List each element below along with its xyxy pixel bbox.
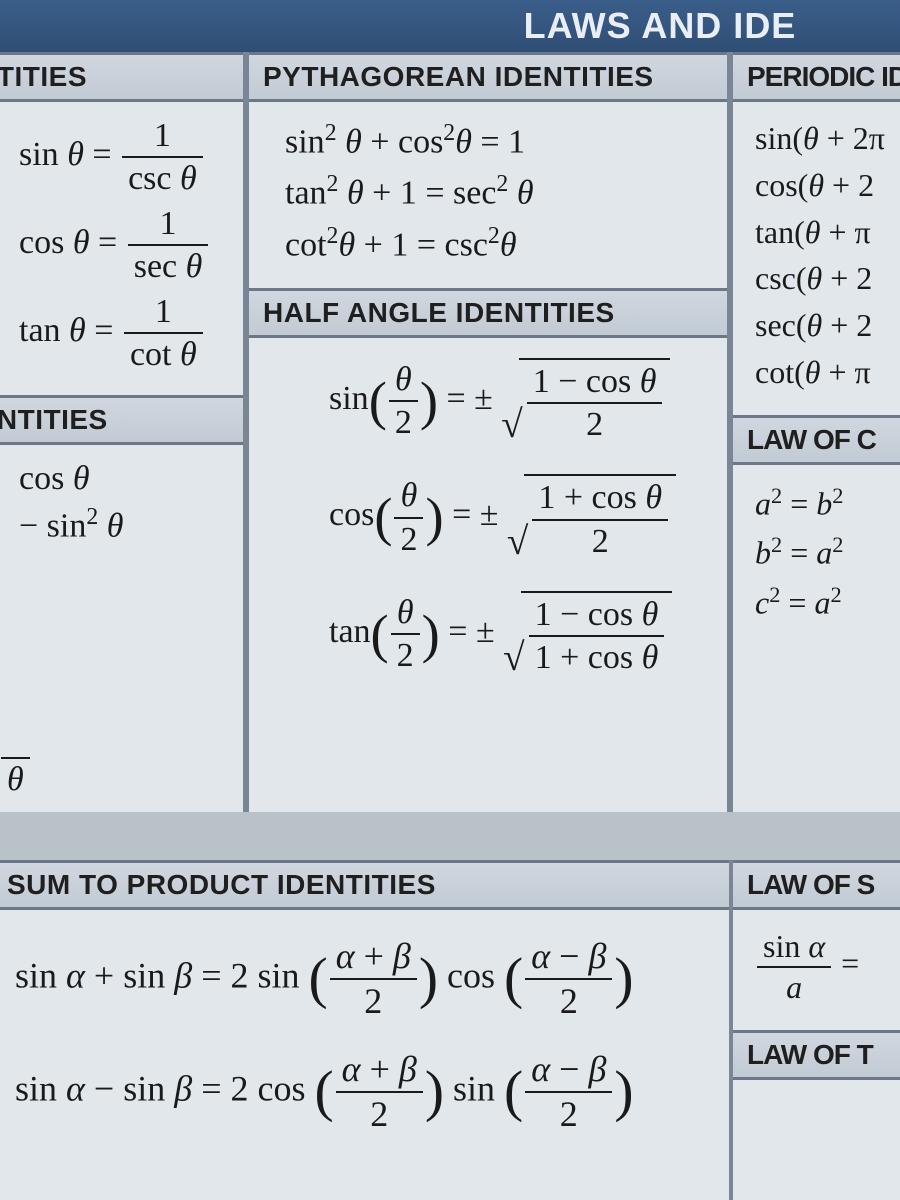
- frag-theta-frac: θ: [0, 717, 227, 799]
- reciprocal-cos: cos θ = 1sec θ: [19, 204, 227, 286]
- lawc-c: c2 = a2: [755, 582, 900, 621]
- periodic-tan: tan(θ + π: [755, 214, 900, 251]
- half-sin: sin(θ2) = ± √1 − cos θ2: [329, 358, 711, 444]
- header-sum-product: SUM TO PRODUCT IDENTITIES: [0, 860, 729, 910]
- periodic-csc: csc(θ + 2: [755, 260, 900, 297]
- periodic-sin: sin(θ + 2π: [755, 120, 900, 157]
- frag-cos: cos θ: [19, 459, 227, 498]
- sum-row-1: sin α + sin β = 2 sin (α + β2) cos (α − …: [15, 936, 713, 1023]
- half-cos: cos(θ2) = ± √1 + cos θ2: [329, 474, 711, 560]
- page-title: LAWS AND IDE: [524, 5, 797, 47]
- periodic-cos: cos(θ + 2: [755, 167, 900, 204]
- reciprocal-sin: sin θ = 1csc θ: [19, 116, 227, 198]
- sum-row-2: sin α − sin β = 2 cos (α + β2) sin (α − …: [15, 1049, 713, 1136]
- lawc-b: b2 = a2: [755, 532, 900, 571]
- right-column-lower: LAW OF S sin αa = LAW OF T: [730, 860, 900, 1200]
- periodic-cot: cot(θ + π: [755, 354, 900, 391]
- half-tan: tan(θ2) = ± √1 − cos θ1 + cos θ: [329, 591, 711, 677]
- law-sines: sin αa =: [755, 928, 900, 1006]
- frag-sin2: − sin2 θ: [19, 504, 227, 545]
- header-entities: ENTITIES: [0, 52, 243, 102]
- header-pythagorean: PYTHAGOREAN IDENTITIES: [249, 52, 727, 102]
- sum-to-product-section: SUM TO PRODUCT IDENTITIES sin α + sin β …: [0, 860, 732, 1200]
- pythag-3: cot2θ + 1 = csc2θ: [285, 223, 711, 264]
- header-dentities: DENTITIES: [0, 395, 243, 445]
- header-periodic: PERIODIC ID: [733, 52, 900, 102]
- header-law-sines: LAW OF S: [733, 860, 900, 910]
- lawc-a: a2 = b2: [755, 483, 900, 522]
- pythag-2: tan2 θ + 1 = sec2 θ: [285, 171, 711, 212]
- right-column: PERIODIC ID sin(θ + 2π cos(θ + 2 tan(θ +…: [730, 52, 900, 812]
- left-column: ENTITIES sin θ = 1csc θ cos θ = 1sec θ t…: [0, 52, 246, 812]
- header-law-cosines: LAW OF C: [733, 415, 900, 465]
- pythag-1: sin2 θ + cos2θ = 1: [285, 120, 711, 161]
- title-bar: LAWS AND IDE: [0, 0, 900, 52]
- header-law-tangents: LAW OF T: [733, 1030, 900, 1080]
- periodic-sec: sec(θ + 2: [755, 307, 900, 344]
- header-halfangle: HALF ANGLE IDENTITIES: [249, 288, 727, 338]
- middle-column: PYTHAGOREAN IDENTITIES sin2 θ + cos2θ = …: [246, 52, 730, 812]
- reciprocal-tan: tan θ = 1cot θ: [19, 292, 227, 374]
